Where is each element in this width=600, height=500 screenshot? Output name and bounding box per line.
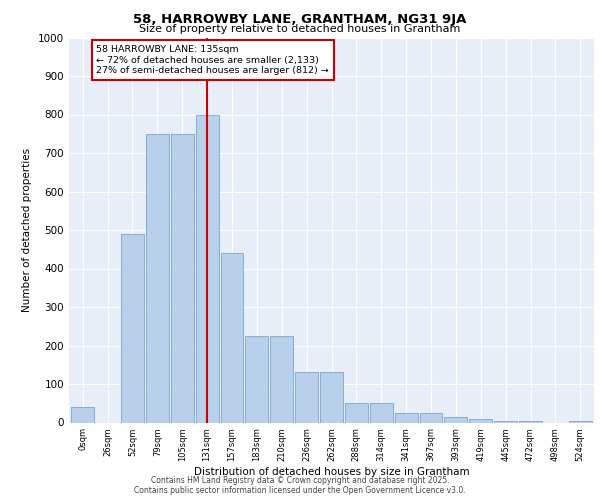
Bar bbox=[445, 416, 467, 422]
Bar bbox=[320, 372, 343, 422]
Bar bbox=[171, 134, 194, 422]
Bar bbox=[196, 114, 218, 422]
Text: 58, HARROWBY LANE, GRANTHAM, NG31 9JA: 58, HARROWBY LANE, GRANTHAM, NG31 9JA bbox=[133, 12, 467, 26]
Text: Contains HM Land Registry data © Crown copyright and database right 2025.
Contai: Contains HM Land Registry data © Crown c… bbox=[134, 476, 466, 495]
Bar bbox=[419, 413, 442, 422]
Bar bbox=[469, 418, 492, 422]
Bar bbox=[270, 336, 293, 422]
Bar bbox=[221, 253, 244, 422]
Text: 58 HARROWBY LANE: 135sqm
← 72% of detached houses are smaller (2,133)
27% of sem: 58 HARROWBY LANE: 135sqm ← 72% of detach… bbox=[97, 45, 329, 75]
Bar bbox=[345, 403, 368, 422]
Bar bbox=[146, 134, 169, 422]
Bar bbox=[519, 420, 542, 422]
Text: Size of property relative to detached houses in Grantham: Size of property relative to detached ho… bbox=[139, 24, 461, 34]
Bar bbox=[121, 234, 144, 422]
Bar bbox=[71, 407, 94, 422]
Bar bbox=[245, 336, 268, 422]
Y-axis label: Number of detached properties: Number of detached properties bbox=[22, 148, 32, 312]
Bar bbox=[370, 403, 393, 422]
Bar bbox=[395, 413, 418, 422]
Bar bbox=[494, 420, 517, 422]
X-axis label: Distribution of detached houses by size in Grantham: Distribution of detached houses by size … bbox=[194, 467, 469, 477]
Bar bbox=[569, 420, 592, 422]
Bar bbox=[295, 372, 318, 422]
